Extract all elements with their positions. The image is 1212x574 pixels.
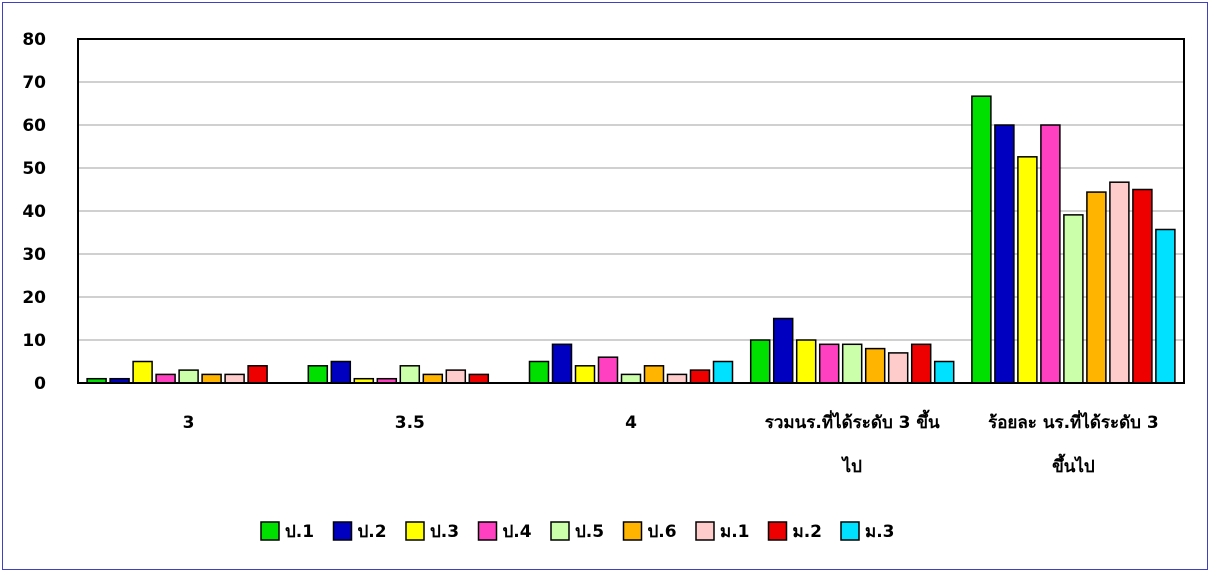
legend-swatch [260, 521, 280, 541]
legend-swatch [405, 521, 425, 541]
bar [910, 343, 932, 384]
legend-swatch [695, 521, 715, 541]
bar [1155, 228, 1176, 384]
y-tick-label: 70 [22, 73, 46, 93]
y-tick-label: 30 [22, 245, 46, 265]
bar [224, 373, 245, 384]
legend-swatch [477, 521, 498, 541]
bar [749, 339, 771, 384]
bar [399, 365, 421, 384]
bar [1040, 124, 1061, 384]
plot-area-border [77, 38, 1185, 384]
legend-label: ป.6 [648, 522, 677, 542]
category-label: 3 [183, 413, 195, 433]
bar [841, 343, 863, 384]
y-tick-labels: 0 10 20 30 40 50 60 70 80 [22, 30, 46, 394]
legend-label: ป.2 [358, 522, 387, 542]
bar [689, 369, 711, 384]
y-tick-label: 60 [22, 116, 46, 136]
category-label: 3.5 [395, 413, 425, 433]
bar [795, 339, 817, 384]
legend-swatch [550, 521, 570, 541]
category-label: ร้อยละ นร.ที่ได้ระดับ 3 [988, 410, 1159, 433]
y-tick-label: 10 [22, 331, 46, 351]
bar [132, 360, 153, 384]
y-tick-label: 40 [22, 202, 46, 222]
legend-swatch [840, 521, 860, 541]
category-label: รวมนร.ที่ได้ระดับ 3 ขึ้น [765, 409, 940, 433]
category-label: 4 [625, 413, 637, 433]
bar [551, 343, 573, 384]
bar [201, 373, 222, 384]
bar [307, 365, 329, 384]
legend-label: ป.4 [503, 522, 532, 542]
category-label: ไป [841, 456, 863, 477]
bar [597, 356, 619, 384]
bar [445, 369, 467, 384]
bar [422, 373, 444, 384]
bar [772, 317, 794, 384]
legend-label: ม.1 [720, 522, 750, 542]
bar [994, 124, 1015, 384]
bar [971, 95, 992, 384]
bar [1086, 191, 1107, 384]
bar [643, 365, 665, 384]
bar [1109, 181, 1130, 384]
bar [155, 373, 176, 384]
bar [933, 360, 955, 384]
category-labels: 3 3.5 4 รวมนร.ที่ได้ระดับ 3 ขึ้นไป ร้อยละ นร… [183, 409, 1159, 477]
bar [178, 369, 199, 384]
bar [574, 365, 596, 384]
bar [330, 360, 352, 384]
y-tick-label: 20 [22, 288, 46, 308]
legend: ป.1 ป.2 ป.3 ป.4 ป.5 ป.6 ม.1 ม.2 ม.3 [260, 521, 895, 542]
y-tick-label: 0 [34, 374, 46, 394]
bar [864, 347, 886, 384]
y-tick-label: 50 [22, 159, 46, 179]
legend-swatch [622, 521, 643, 541]
legend-label: ป.3 [430, 522, 459, 542]
bar [666, 373, 688, 384]
bar [247, 365, 268, 384]
bar [620, 373, 642, 384]
y-tick-label: 80 [22, 30, 46, 50]
legend-label: ม.3 [865, 522, 895, 542]
bar [712, 360, 734, 384]
bar [468, 373, 490, 384]
legend-label: ม.2 [793, 522, 823, 542]
legend-swatch [332, 521, 353, 541]
legend-label: ป.1 [285, 522, 314, 542]
bar [887, 352, 909, 384]
bar [1063, 214, 1084, 384]
legend-swatch [767, 521, 788, 541]
bar [818, 343, 840, 384]
category-label: ขึ้นไป [1052, 453, 1095, 477]
bar [528, 360, 550, 384]
legend-label: ป.5 [575, 522, 604, 542]
bar [1132, 188, 1153, 384]
axes [77, 38, 1185, 384]
bar [1017, 156, 1038, 384]
